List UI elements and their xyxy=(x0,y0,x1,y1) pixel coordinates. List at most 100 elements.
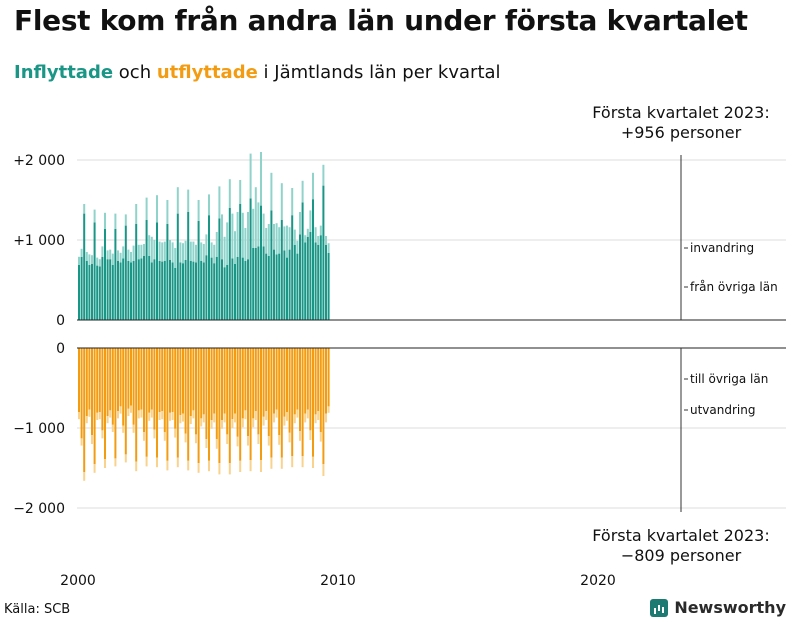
bar-in-domestic xyxy=(122,258,125,320)
bar-out-domestic xyxy=(314,348,317,415)
y-tick-minus2000: −2 000 xyxy=(13,501,65,517)
bar-in-domestic xyxy=(171,262,174,320)
bar-in-domestic xyxy=(145,220,148,320)
bar-in-domestic xyxy=(249,198,252,320)
bar-out-domestic xyxy=(156,348,158,458)
bar-in-domestic xyxy=(239,204,242,320)
bar-out-domestic xyxy=(150,348,153,410)
bar-out-domestic xyxy=(122,348,125,426)
bar-out-domestic xyxy=(236,348,239,437)
bar-out-domestic xyxy=(319,348,322,432)
bar-out-emigration xyxy=(231,419,234,428)
annotation-top-line2: +956 personer xyxy=(621,123,742,142)
bar-in-domestic xyxy=(236,256,239,320)
bar-out-emigration xyxy=(309,430,312,440)
bar-out-domestic xyxy=(252,348,255,419)
bar-in-immigration xyxy=(265,228,268,254)
bar-in-immigration xyxy=(189,241,192,261)
bar-out-emigration xyxy=(202,414,205,423)
bar-in-immigration xyxy=(184,240,187,260)
bar-in-domestic xyxy=(117,260,119,320)
bar-in-immigration xyxy=(260,152,262,206)
bar-out-domestic xyxy=(213,348,216,414)
bar-out-domestic xyxy=(169,348,171,413)
bar-out-emigration xyxy=(205,439,208,448)
bar-out-emigration xyxy=(301,456,304,468)
bar-out-emigration xyxy=(195,434,197,444)
bar-in-domestic xyxy=(91,264,93,320)
y-tick-plus1000: +1 000 xyxy=(13,233,65,249)
bar-out-domestic xyxy=(278,348,281,436)
bar-out-domestic xyxy=(137,348,140,411)
bar-in-immigration xyxy=(239,180,242,204)
bar-out-emigration xyxy=(182,413,184,422)
bar-out-domestic xyxy=(148,348,151,413)
bar-in-immigration xyxy=(221,214,223,260)
bar-in-immigration xyxy=(317,236,320,245)
bar-out-domestic xyxy=(192,348,195,411)
bar-in-immigration xyxy=(249,153,252,199)
bar-out-domestic xyxy=(223,348,226,414)
bar-out-domestic xyxy=(106,348,109,416)
bar-out-domestic xyxy=(195,348,197,435)
bar-in-domestic xyxy=(111,264,114,320)
bar-out-domestic xyxy=(158,348,161,412)
bar-in-immigration xyxy=(174,248,177,268)
bar-in-immigration xyxy=(293,229,296,245)
bar-out-emigration xyxy=(278,435,281,445)
bar-out-domestic xyxy=(280,348,283,458)
bar-in-immigration xyxy=(130,252,132,263)
bar-in-immigration xyxy=(301,180,304,203)
bar-out-domestic xyxy=(241,348,244,419)
y-tick-labels: +2 000 +1 000 0 0 −1 000 −2 000 xyxy=(13,153,65,517)
bar-out-domestic xyxy=(101,348,104,431)
bar-in-domestic xyxy=(208,215,210,320)
bar-out-domestic xyxy=(231,348,234,420)
bar-out-domestic xyxy=(83,348,86,472)
bar-in-immigration xyxy=(98,259,101,267)
bar-in-domestic xyxy=(286,257,288,320)
bar-out-domestic xyxy=(322,348,325,464)
bar-out-domestic xyxy=(226,348,229,435)
bar-out-emigration xyxy=(260,460,262,472)
bar-in-immigration xyxy=(150,236,153,263)
bar-in-immigration xyxy=(223,236,226,268)
bar-out-emigration xyxy=(80,438,83,446)
bar-in-domestic xyxy=(182,263,184,320)
bar-out-domestic xyxy=(291,348,294,456)
bar-out-emigration xyxy=(171,412,174,420)
bar-in-domestic xyxy=(213,263,216,320)
x-tick-2000: 2000 xyxy=(60,573,96,589)
bar-out-emigration xyxy=(218,463,221,475)
bar-in-immigration xyxy=(143,244,145,256)
bar-out-domestic xyxy=(267,348,270,436)
bar-out-domestic xyxy=(166,348,169,461)
bar-out-emigration xyxy=(148,412,151,421)
bar-in-immigration xyxy=(270,172,273,211)
bar-out-emigration xyxy=(150,409,153,418)
bar-in-immigration xyxy=(176,187,179,214)
bar-in-immigration xyxy=(213,244,216,264)
bar-out-emigration xyxy=(249,460,252,472)
bar-out-emigration xyxy=(325,413,327,423)
bar-in-immigration xyxy=(210,242,213,258)
bar-out-emigration xyxy=(104,459,106,468)
source-note: Källa: SCB xyxy=(4,602,71,617)
bar-in-domestic xyxy=(215,256,218,320)
bar-out-domestic xyxy=(327,348,330,407)
bar-out-domestic xyxy=(210,348,213,420)
bar-in-domestic xyxy=(275,254,278,320)
bar-out-domestic xyxy=(296,348,299,410)
bar-in-domestic xyxy=(322,185,325,320)
bar-in-immigration xyxy=(137,244,140,260)
annotation-bottom-line1: Första kvartalet 2023: xyxy=(592,526,769,545)
bar-in-domestic xyxy=(140,258,143,320)
bar-in-domestic xyxy=(158,260,161,320)
bar-out-domestic xyxy=(309,348,312,431)
bar-in-immigration xyxy=(306,228,309,237)
bar-in-domestic xyxy=(314,242,317,320)
bar-in-immigration xyxy=(140,244,143,259)
bar-out-emigration xyxy=(208,460,210,472)
bar-out-emigration xyxy=(213,413,216,423)
outflow-bars xyxy=(78,348,330,481)
